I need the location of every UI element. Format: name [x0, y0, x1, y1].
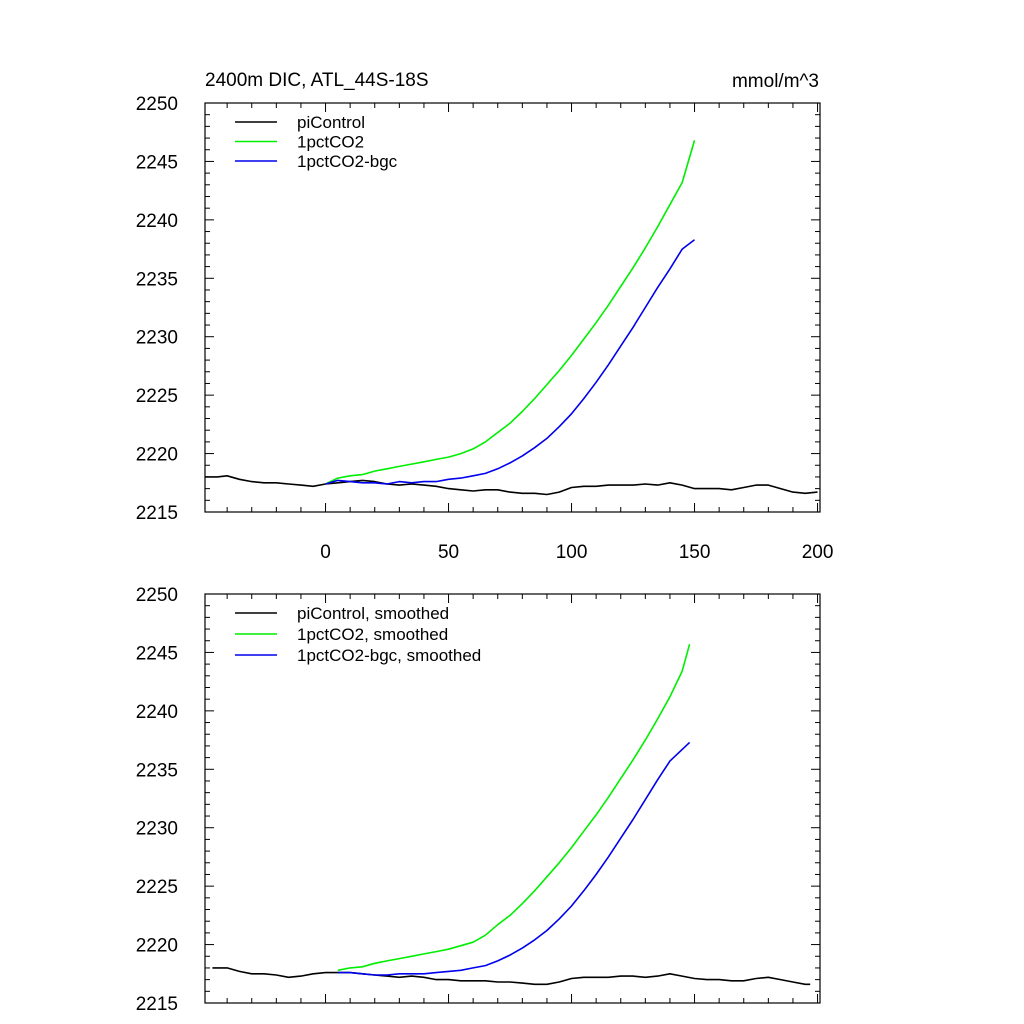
legend-label: 1pctCO2, smoothed	[297, 625, 448, 644]
legend-label: 1pctCO2-bgc, smoothed	[297, 646, 481, 665]
x-tick-label: 150	[679, 542, 711, 563]
y-tick-label: 2240	[136, 702, 178, 723]
units-label: mmol/m^3	[732, 71, 819, 92]
chart-top: 2215 2220 2225 2230 2235 2240 2245 2250 0 50 100 15…	[136, 70, 834, 563]
y-tick-label: 2215	[136, 994, 178, 1015]
series-line-1pctco2	[325, 140, 696, 485]
y-tick-label: 2245	[136, 643, 178, 664]
plot-frame	[204, 102, 821, 513]
y-tick-label: 2220	[136, 936, 178, 957]
y-tick-label: 2235	[136, 269, 178, 290]
series-line-picontrol-smoothed	[212, 967, 811, 986]
y-tick-label: 2225	[136, 386, 178, 407]
y-tick-label: 2250	[136, 585, 178, 606]
y-tick-label: 2245	[136, 152, 178, 173]
y-tick-label: 2230	[136, 819, 178, 840]
y-tick-label: 2250	[136, 94, 178, 115]
series-line-1pctco2-bgc	[325, 239, 695, 485]
x-tick-label: 200	[802, 542, 834, 563]
legend-label: piControl	[297, 113, 365, 132]
series-line-1pctco2-bgc-smoothed	[337, 741, 691, 976]
legend-label: piControl, smoothed	[297, 604, 449, 623]
plot-frame	[204, 593, 821, 1004]
y-tick-label: 2225	[136, 877, 178, 898]
chart-bottom: 2215 2220 2225 2230 2235 2240 2245 2250 piContro…	[136, 585, 821, 1015]
x-tick-label: 50	[438, 542, 459, 563]
x-tick-label: 100	[556, 542, 588, 563]
y-tick-label: 2230	[136, 328, 178, 349]
y-tick-label: 2215	[136, 503, 178, 524]
series-line-1pctco2-smoothed	[337, 643, 691, 972]
y-tick-label: 2240	[136, 211, 178, 232]
x-tick-label: 0	[320, 542, 331, 563]
y-tick-label: 2235	[136, 760, 178, 781]
y-tick-label: 2220	[136, 445, 178, 466]
legend-label: 1pctCO2-bgc	[297, 152, 398, 171]
legend-label: 1pctCO2	[297, 133, 364, 152]
chart-title: 2400m DIC, ATL_44S-18S	[205, 70, 429, 91]
series-line-picontrol	[205, 474, 818, 496]
